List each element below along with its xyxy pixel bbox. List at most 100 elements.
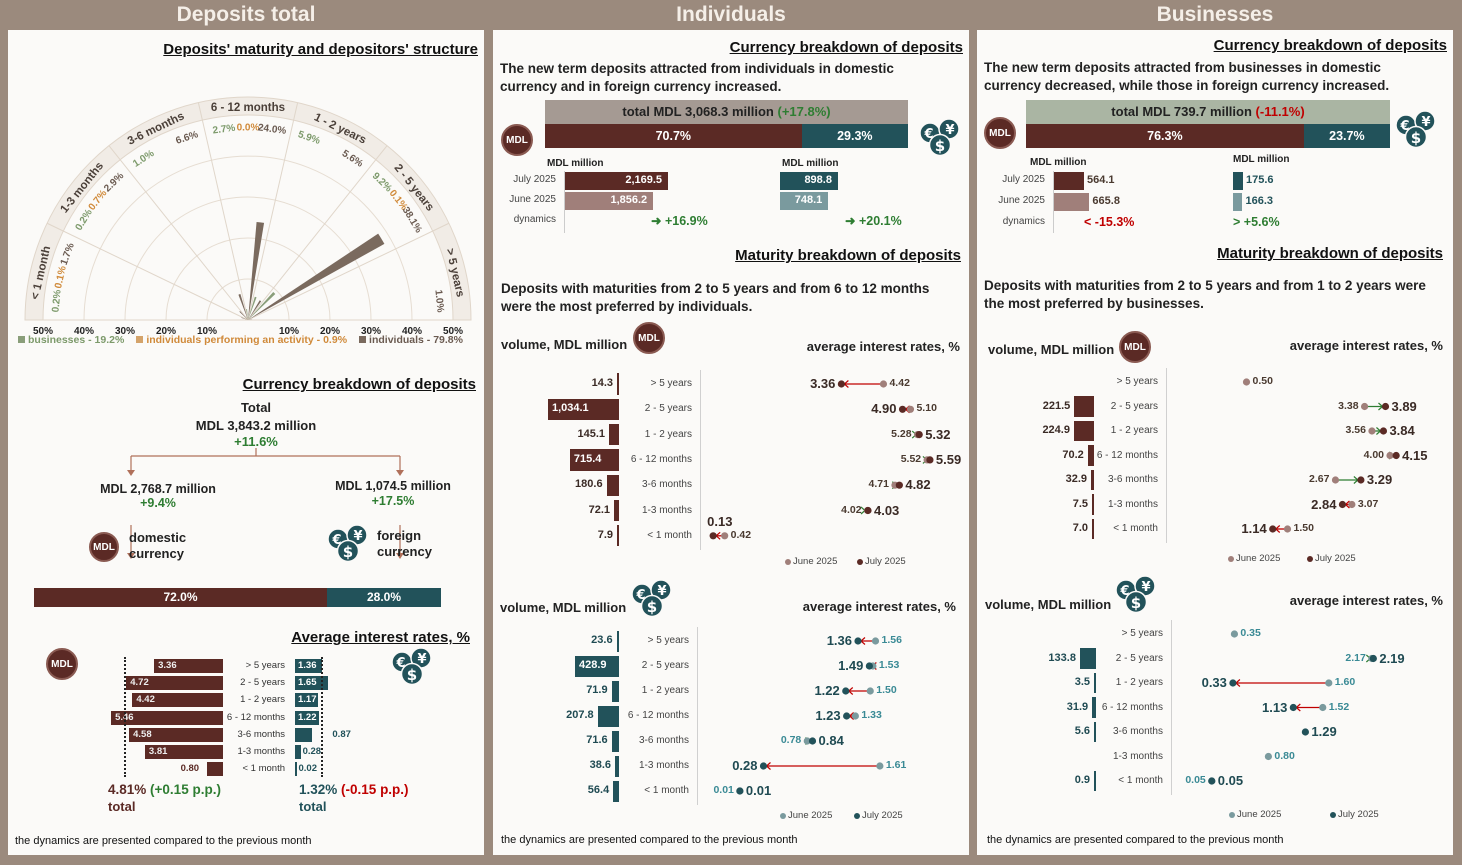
category-label: 3-6 months (237, 728, 285, 740)
value-label: 2.9% (102, 171, 126, 195)
volume-value: 31.9 (1066, 700, 1089, 713)
volume-bar (1094, 770, 1096, 792)
june-rate-label: 1.60 (1334, 676, 1356, 688)
volume-bar (613, 780, 619, 802)
sector-divider (108, 145, 249, 321)
legend-item: businesses - 19.2% (18, 334, 124, 346)
change-arrow-icon (805, 737, 811, 745)
value-label: 6.6% (175, 129, 200, 147)
total-bar: total MDL 739.7 million (-11.1%) (1026, 100, 1390, 124)
july-dot (1381, 402, 1390, 411)
july-rate-label: 3.36 (810, 376, 836, 391)
value-label: 5.6% (340, 148, 365, 170)
june-rate-label: 3.56 (1345, 424, 1366, 436)
june-dot (879, 380, 888, 388)
value-label: 1.0% (131, 148, 156, 170)
mdl-rate-label: 0.80 (180, 763, 200, 775)
legend-dot (1307, 556, 1313, 562)
total-change: +11.6% (234, 434, 278, 449)
svg-text:€: € (1399, 119, 1409, 134)
mdl-share: 76.3% (1026, 124, 1304, 148)
currency-text: The new term deposits attracted from ind… (500, 61, 894, 94)
july-dot (926, 456, 934, 464)
foreign-total-label: total (299, 799, 327, 814)
june-rate-label: 4.71 (868, 478, 889, 491)
legend-dot (1228, 556, 1234, 562)
july-rate-label: 4.90 (871, 401, 897, 417)
june-dot (851, 712, 859, 720)
june-rate-label: 1.61 (885, 759, 907, 771)
volume-bar (1074, 396, 1094, 417)
foreign-label: foreign currency (377, 528, 432, 559)
june-rate-label: 0.78 (780, 734, 802, 746)
category-label: 2 - 5 years (641, 660, 689, 671)
volume-label: volume, MDL million (500, 600, 627, 615)
currency-share-bar: 70.7% 29.3% (545, 124, 908, 148)
foreign-share: 29.3% (801, 124, 908, 148)
foreign-rate-bar (295, 659, 323, 673)
mdl-total-rate-change: (+0.15 p.p.) (150, 782, 221, 797)
foreign-june-bar (1233, 193, 1243, 211)
svg-text:¥: ¥ (945, 123, 954, 138)
radial-chart-legend: businesses - 19.2% individuals performing… (18, 334, 463, 346)
volume-value: 133.8 (1048, 651, 1076, 664)
june-rate-label: 2.17 (1345, 651, 1366, 664)
wedge-individuals (248, 221, 265, 320)
total-text: total MDL 739.7 million (1111, 104, 1252, 119)
svg-text:€: € (1119, 584, 1129, 599)
change-arrow-icon (904, 405, 910, 414)
june-dot (736, 787, 744, 795)
july-rate-label: 1.13 (1262, 699, 1288, 715)
maturity-text: Deposits with maturities from 2 to 5 yea… (984, 278, 1426, 311)
june-rate-label: 5.52 (900, 452, 922, 465)
mdl-rate-label: 3.36 (158, 660, 177, 671)
july-rate-label: 3.29 (1366, 472, 1393, 487)
mdl-dynamics: < -15.3% (1084, 215, 1134, 229)
foreign-rate-bar (295, 762, 297, 777)
july-rate-label: 3.84 (1389, 423, 1415, 438)
volume-bar (617, 525, 619, 547)
wedge-businesses (246, 308, 248, 320)
july-rate-label: 1.29 (1311, 724, 1337, 739)
mdl-july-bar (1054, 172, 1084, 190)
volume-label: volume, MDL million (988, 342, 1115, 357)
mdl-rate-bar (126, 676, 223, 691)
june-rate-label: 0.35 (1240, 627, 1261, 639)
wedge-individuals (248, 319, 253, 320)
currency-title: Currency breakdown of deposits (1213, 37, 1447, 54)
wedge-individuals (241, 317, 248, 320)
change-arrow-icon (1235, 679, 1241, 687)
july-rate-label: 3.89 (1391, 398, 1417, 414)
legend-label: June 2025 (793, 556, 838, 567)
mdl-coin-icon: MDL (984, 117, 1016, 149)
foreign-total-rate-value: 1.32% (299, 782, 338, 797)
grid-ring (83, 155, 413, 321)
volume-bar (615, 755, 619, 777)
june-dot (876, 762, 884, 770)
june-rate-label: 3.38 (1338, 399, 1359, 412)
total-change: (+17.8%) (777, 104, 831, 119)
total-bar: total MDL 3,068.3 million (+17.8%) (545, 100, 908, 124)
category-label-0: < 1 month (29, 245, 53, 301)
change-arrow-icon (847, 687, 854, 695)
july-dot (1369, 654, 1377, 663)
june-dot (1230, 630, 1239, 638)
mdl-july-bar (565, 172, 669, 190)
volume-value: 207.8 (566, 709, 594, 721)
wedge-businesses (245, 316, 248, 320)
volume-bar (609, 423, 619, 446)
category-label: 2 - 5 years (644, 403, 692, 415)
foreign-july-bar (780, 172, 838, 190)
july-rate-label: 5.32 (925, 426, 951, 442)
july-rate-label: 1.14 (1241, 521, 1267, 536)
volume-value: 71.6 (586, 734, 608, 746)
volume-bar (1079, 648, 1096, 669)
june-dot (1319, 703, 1327, 712)
mdl-rate-label: 5.46 (115, 711, 134, 723)
july-rate-label: 4.03 (873, 502, 900, 518)
july-rate-label: 2.19 (1379, 650, 1405, 666)
volume-bar (617, 373, 619, 395)
july-dot (837, 380, 845, 388)
july-rate-label: 4.82 (905, 477, 931, 493)
mdl-coin-icon: MDL (89, 532, 119, 562)
